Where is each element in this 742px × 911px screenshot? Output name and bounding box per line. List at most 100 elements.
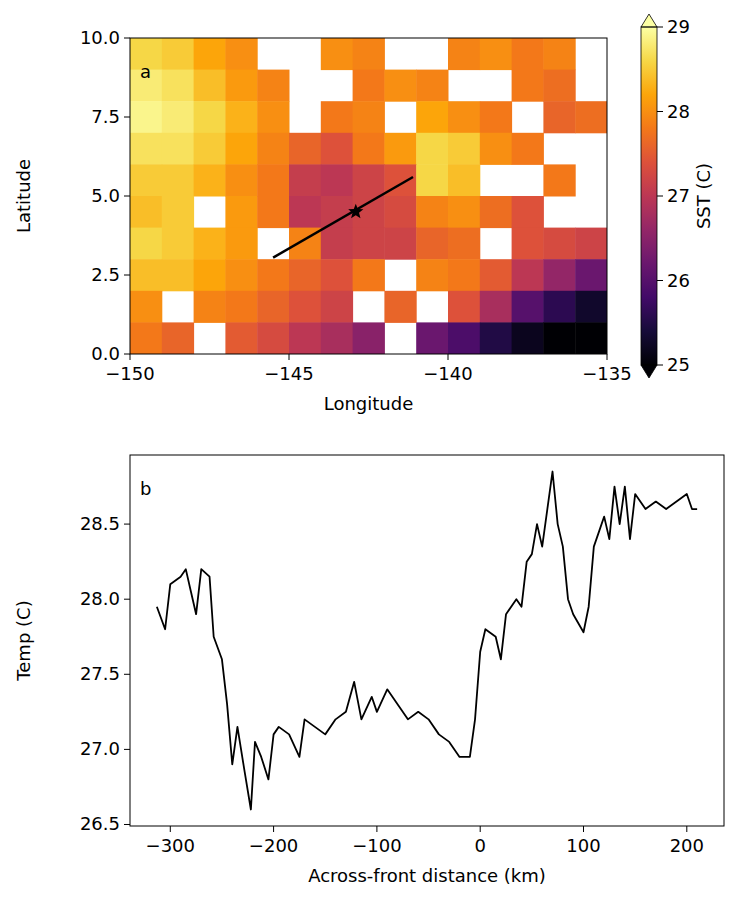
x-tick [376, 826, 377, 832]
sst-cell [353, 70, 385, 102]
sst-cell [543, 101, 575, 133]
y-tick [124, 117, 130, 118]
y-tick [124, 824, 130, 825]
sst-cell [353, 101, 385, 133]
x-tick [273, 826, 274, 832]
y-tick-label: 0.0 [91, 343, 120, 364]
sst-cell [321, 196, 353, 228]
sst-cell [448, 322, 480, 354]
sst-cell [512, 70, 544, 102]
sst-cell [512, 38, 544, 70]
cb-tick [657, 365, 663, 366]
sst-cell [225, 322, 257, 354]
sst-cell [225, 291, 257, 323]
cb-tick-label: 28 [667, 101, 690, 122]
sst-cell [130, 322, 162, 354]
sst-cell [384, 291, 416, 323]
sst-cell [512, 322, 544, 354]
sst-cell [130, 133, 162, 165]
sst-cell [480, 133, 512, 165]
y-tick-label: 27.0 [80, 738, 120, 759]
sst-cell [543, 291, 575, 323]
y-tick [124, 196, 130, 197]
sst-cell [384, 70, 416, 102]
sst-cell [512, 228, 544, 260]
frame-0 [130, 38, 607, 354]
sst-cell [225, 101, 257, 133]
cb-tick-label: 25 [667, 354, 690, 375]
sst-cell [416, 101, 448, 133]
cb-tick [657, 196, 663, 197]
x-tick-label: −145 [264, 363, 313, 384]
sst-cell [384, 228, 416, 260]
sst-cell [225, 70, 257, 102]
y-axis-title: Latitude [13, 159, 34, 233]
sst-cell [448, 196, 480, 228]
panel-label: b [140, 478, 151, 499]
colorbar-extend-bottom [641, 365, 657, 378]
sst-cell [512, 196, 544, 228]
sst-cell [353, 322, 385, 354]
sst-cell [289, 133, 321, 165]
sst-cell [194, 133, 226, 165]
sst-cell [575, 291, 607, 323]
sst-cell [543, 322, 575, 354]
sst-cell [289, 322, 321, 354]
x-tick-label: 200 [670, 835, 704, 856]
y-tick-label: 27.5 [80, 663, 120, 684]
sst-cell [194, 228, 226, 260]
sst-cell [257, 133, 289, 165]
figure: −150−145−140−1350.02.55.07.510.0Longitud… [0, 0, 742, 911]
y-axis-title: Temp (C) [13, 600, 34, 681]
sst-cell [162, 259, 194, 291]
y-tick [124, 599, 130, 600]
sst-cell [512, 259, 544, 291]
sst-cell [257, 101, 289, 133]
x-tick-label: −150 [105, 363, 154, 384]
y-tick [124, 38, 130, 39]
sst-cell [543, 164, 575, 196]
y-tick-label: 28.5 [80, 513, 120, 534]
sst-cell [289, 291, 321, 323]
x-tick-label: −300 [146, 835, 195, 856]
x-axis-title: Across-front distance (km) [308, 865, 546, 886]
sst-cell [384, 196, 416, 228]
sst-cell [575, 322, 607, 354]
sst-cell [257, 291, 289, 323]
sst-cell [321, 101, 353, 133]
x-tick [607, 354, 608, 360]
sst-cell [225, 133, 257, 165]
sst-cell [321, 228, 353, 260]
sst-cell [321, 38, 353, 70]
sst-cell [130, 228, 162, 260]
sst-cell [448, 228, 480, 260]
sst-cell [575, 259, 607, 291]
sst-cell [416, 322, 448, 354]
x-tick [686, 826, 687, 832]
sst-cell [321, 259, 353, 291]
sst-cell [257, 70, 289, 102]
sst-cell [194, 101, 226, 133]
sst-cell [321, 164, 353, 196]
x-tick [289, 354, 290, 360]
y-tick [124, 354, 130, 355]
y-tick-label: 5.0 [91, 185, 120, 206]
colorbar: 2526272829SST (C) [641, 14, 714, 378]
sst-cell [512, 291, 544, 323]
y-tick-label: 7.5 [91, 106, 120, 127]
sst-cell [225, 196, 257, 228]
sst-cell [194, 70, 226, 102]
x-tick [130, 354, 131, 360]
sst-cell [416, 164, 448, 196]
sst-cell [480, 101, 512, 133]
y-tick-label: 2.5 [91, 264, 120, 285]
sst-cell [480, 196, 512, 228]
sst-cell [162, 133, 194, 165]
sst-cell [225, 228, 257, 260]
sst-cell [194, 291, 226, 323]
sst-cell [384, 133, 416, 165]
sst-cell [480, 259, 512, 291]
cb-tick-label: 26 [667, 270, 690, 291]
sst-cell [448, 164, 480, 196]
sst-cell [289, 196, 321, 228]
